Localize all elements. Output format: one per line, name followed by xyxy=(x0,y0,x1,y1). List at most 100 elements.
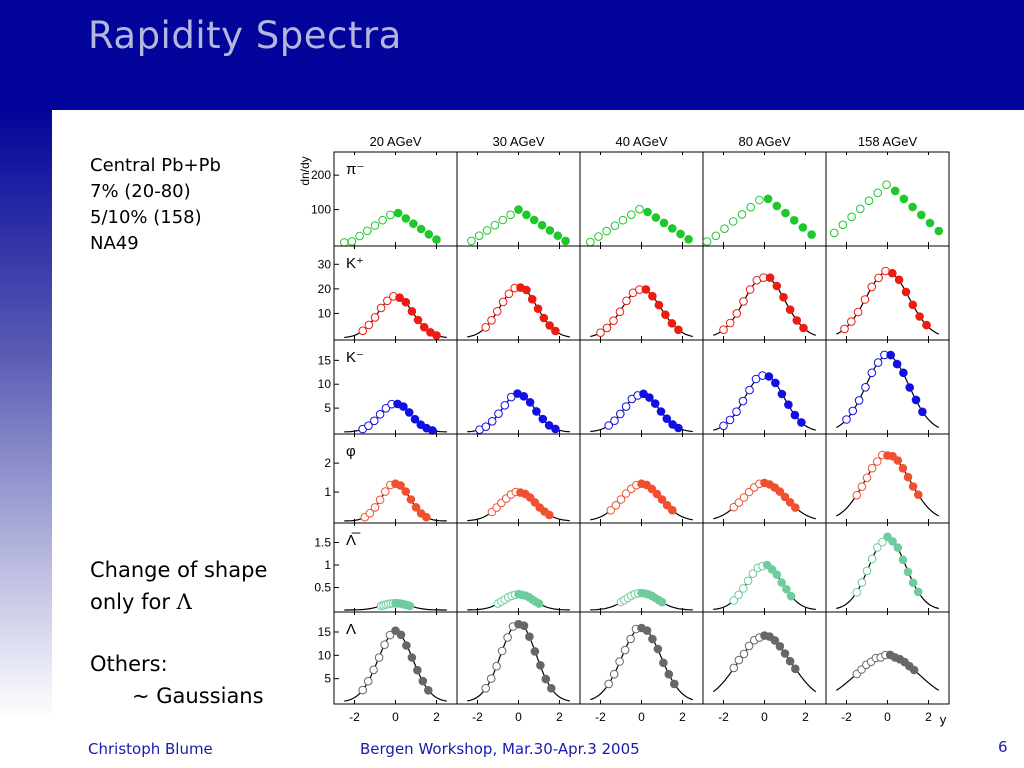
data-point xyxy=(739,493,749,502)
data-point xyxy=(645,393,654,402)
data-point xyxy=(358,685,368,695)
data-point xyxy=(493,307,502,316)
data-point xyxy=(602,323,612,333)
particle-label: K⁻ xyxy=(346,349,364,366)
data-point xyxy=(602,226,611,236)
data-point xyxy=(807,230,816,239)
data-point xyxy=(847,212,856,222)
x-tick-label: -2 xyxy=(595,710,606,724)
y-tick-label: 1.5 xyxy=(314,536,331,550)
data-point xyxy=(413,665,422,675)
shape-line-1: Change of shape xyxy=(90,558,268,582)
data-point xyxy=(789,216,799,225)
data-point xyxy=(506,210,515,220)
data-point xyxy=(867,368,877,378)
data-point xyxy=(544,421,554,430)
data-point xyxy=(864,196,874,206)
data-point xyxy=(369,665,378,675)
particle-label: K⁺ xyxy=(346,255,364,272)
data-point xyxy=(487,417,497,426)
data-point xyxy=(609,669,619,679)
data-point xyxy=(729,663,739,673)
data-point xyxy=(862,566,872,576)
data-point xyxy=(504,289,514,299)
x-tick-label: 0 xyxy=(515,710,522,724)
data-point xyxy=(648,291,657,301)
data-point xyxy=(901,287,911,297)
data-point xyxy=(386,210,395,220)
data-point xyxy=(621,489,631,498)
footer-event: Bergen Workshop, Mar.30-Apr.3 2005 xyxy=(360,740,640,758)
data-point xyxy=(918,407,927,417)
data-point xyxy=(878,537,887,547)
x-tick-label: -2 xyxy=(349,710,360,724)
data-point xyxy=(547,684,556,693)
data-point xyxy=(609,316,618,326)
data-point xyxy=(498,215,508,225)
data-point xyxy=(732,407,741,417)
y-tick-label: 10 xyxy=(318,648,332,662)
data-point xyxy=(775,487,785,496)
data-point xyxy=(790,410,800,420)
data-point xyxy=(782,584,791,594)
data-point xyxy=(381,487,390,496)
data-point xyxy=(842,415,851,424)
data-point xyxy=(606,506,616,515)
data-point xyxy=(370,503,380,512)
info-block: Central Pb+Pb 7% (20-80) 5/10% (158) NA4… xyxy=(90,153,221,257)
data-point xyxy=(622,296,631,306)
others-note: Others: ~ Gaussians xyxy=(90,648,264,712)
data-point xyxy=(903,567,913,577)
data-point xyxy=(857,578,867,587)
data-point xyxy=(780,649,790,658)
data-point xyxy=(522,285,531,295)
data-point xyxy=(914,490,923,500)
x-tick-label: 0 xyxy=(761,710,768,724)
data-point xyxy=(668,224,677,233)
data-point xyxy=(486,674,496,683)
data-point xyxy=(653,644,663,654)
data-point xyxy=(395,293,404,303)
data-point xyxy=(847,317,856,326)
data-point xyxy=(380,640,389,650)
data-point xyxy=(848,406,858,416)
data-point xyxy=(737,210,747,219)
data-point xyxy=(777,578,786,587)
data-point xyxy=(659,658,668,668)
data-point xyxy=(385,630,395,640)
data-point xyxy=(551,326,560,336)
data-point xyxy=(781,208,790,218)
x-tick-label: 0 xyxy=(638,710,645,724)
x-tick-label: -2 xyxy=(718,710,729,724)
data-point xyxy=(893,543,903,552)
data-point xyxy=(498,297,508,307)
data-point xyxy=(545,510,554,520)
data-point xyxy=(616,495,626,504)
data-point xyxy=(917,210,926,220)
data-point xyxy=(416,224,426,234)
data-point xyxy=(401,214,411,223)
y-tick-label: 10 xyxy=(318,306,332,320)
data-point xyxy=(545,226,555,235)
data-point xyxy=(604,421,614,430)
y-tick-label: 0.5 xyxy=(314,581,331,595)
particle-label: Λ̅ xyxy=(346,532,361,549)
data-point xyxy=(615,307,625,317)
x-tick-label: 2 xyxy=(433,710,440,724)
side-gradient-bar xyxy=(0,110,52,720)
data-point xyxy=(492,661,501,671)
data-point xyxy=(650,399,660,408)
data-point xyxy=(728,217,738,226)
data-point xyxy=(364,421,373,431)
data-point xyxy=(481,422,491,432)
data-point xyxy=(662,500,672,510)
data-point xyxy=(861,383,870,392)
data-point xyxy=(676,229,685,239)
panel-frame xyxy=(702,433,827,524)
panel-frame xyxy=(579,522,704,613)
data-point xyxy=(370,221,380,230)
data-point xyxy=(533,304,543,314)
data-point xyxy=(627,210,636,219)
data-point xyxy=(594,232,603,241)
